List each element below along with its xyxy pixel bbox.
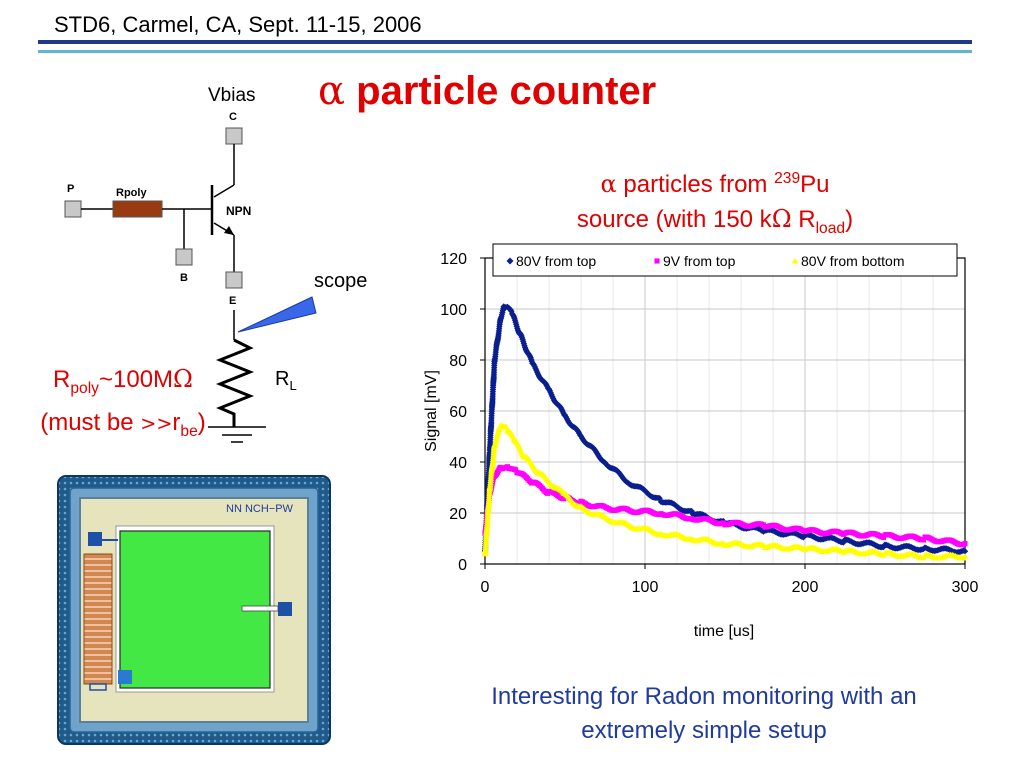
chip-label: NN NCH−PW	[226, 503, 294, 515]
scope-label: scope	[314, 270, 367, 292]
axis-ticks: 0 100 200 300 0 20 40 60 80 100 120	[440, 251, 978, 596]
rpoly-resistor	[112, 200, 163, 218]
y-tick-label: 60	[449, 404, 467, 421]
data-point	[920, 554, 927, 561]
conclusion-line1: Interesting for Radon monitoring with an	[491, 683, 917, 710]
data-point	[560, 496, 567, 502]
collector-pad	[225, 127, 243, 145]
rl-label: RL	[275, 368, 297, 393]
x-tick-label: 0	[481, 579, 490, 596]
legend-marker	[654, 258, 660, 264]
p-label: P	[67, 183, 74, 195]
collector-label: C	[229, 111, 237, 123]
conclusion-line2: extremely simple setup	[581, 717, 827, 744]
x-axis-label: time [us]	[694, 623, 754, 640]
data-point	[961, 553, 969, 559]
data-point	[688, 507, 695, 515]
y-axis-label: Signal [mV]	[423, 370, 440, 452]
series-layer	[481, 303, 969, 561]
data-point	[961, 548, 969, 555]
plot-title: α particles from 239Pu source (with 150 …	[520, 162, 910, 246]
load-resistor	[215, 338, 255, 427]
base-label: B	[180, 272, 188, 284]
npn-label: NPN	[226, 204, 251, 218]
y-tick-label: 20	[449, 506, 467, 523]
conference-header: STD6, Carmel, CA, Sept. 11-15, 2006	[54, 12, 422, 37]
chart-legend: 80V from top 9V from top 80V from bottom	[492, 243, 958, 277]
y-tick-label: 80	[449, 353, 467, 370]
legend-label: 80V from top	[516, 253, 596, 269]
data-point	[962, 541, 968, 547]
bond-pad-e	[278, 602, 292, 616]
y-tick-label: 100	[440, 302, 467, 319]
emitter-arrow	[224, 226, 234, 235]
y-tick-label: 0	[458, 557, 467, 574]
data-point	[513, 467, 519, 473]
rpoly-note: Rpoly~100MΩ (must be >>rbe)	[8, 362, 238, 449]
legend-marker	[506, 257, 514, 265]
plot-title-line1: α particles from 239Pu	[600, 170, 830, 198]
alpha-symbol: α	[318, 68, 346, 114]
base-pad	[175, 248, 193, 266]
emitter-pad	[225, 271, 243, 289]
p-pad	[64, 200, 82, 218]
scope-probe	[237, 296, 317, 333]
series-1	[481, 303, 969, 556]
y-tick-label: 120	[440, 251, 467, 268]
bond-pad-p	[88, 532, 102, 546]
data-point	[656, 495, 663, 502]
signal-chart: 0 100 200 300 0 20 40 60 80 100 120 time [us] Sign…	[423, 243, 978, 640]
bond-pad-b	[118, 670, 132, 684]
x-tick-label: 100	[632, 579, 659, 596]
emitter-label: E	[229, 295, 236, 307]
rpoly-note-line1: Rpoly~100MΩ	[53, 365, 193, 397]
rpoly-note-line2: (must be >>rbe)	[40, 408, 206, 440]
slide-title: α particle counter	[318, 68, 656, 114]
x-tick-label: 200	[792, 579, 819, 596]
legend-marker	[791, 257, 799, 264]
legend-label: 9V from top	[663, 253, 736, 269]
vbias-label: Vbias	[208, 85, 256, 106]
series-2	[482, 464, 968, 548]
chip-micrograph: NN NCH−PW	[57, 475, 331, 745]
y-tick-label: 40	[449, 455, 467, 472]
rpoly-label: Rpoly	[116, 187, 147, 199]
header-rule	[38, 40, 972, 44]
title-text: particle counter	[356, 69, 657, 113]
legend-label: 80V from bottom	[801, 253, 905, 269]
header-rule-light	[38, 50, 972, 53]
series-3	[481, 422, 969, 561]
grid-lines	[484, 257, 966, 565]
circuit-schematic: Vbias C NPN P Rpoly B E scope RL	[64, 85, 367, 443]
x-tick-label: 300	[952, 579, 979, 596]
plot-title-line2: source (with 150 kΩ Rload)	[576, 205, 854, 237]
rpoly-meander	[83, 553, 113, 685]
conclusion-text: Interesting for Radon monitoring with an…	[430, 680, 978, 748]
data-point	[920, 537, 927, 543]
